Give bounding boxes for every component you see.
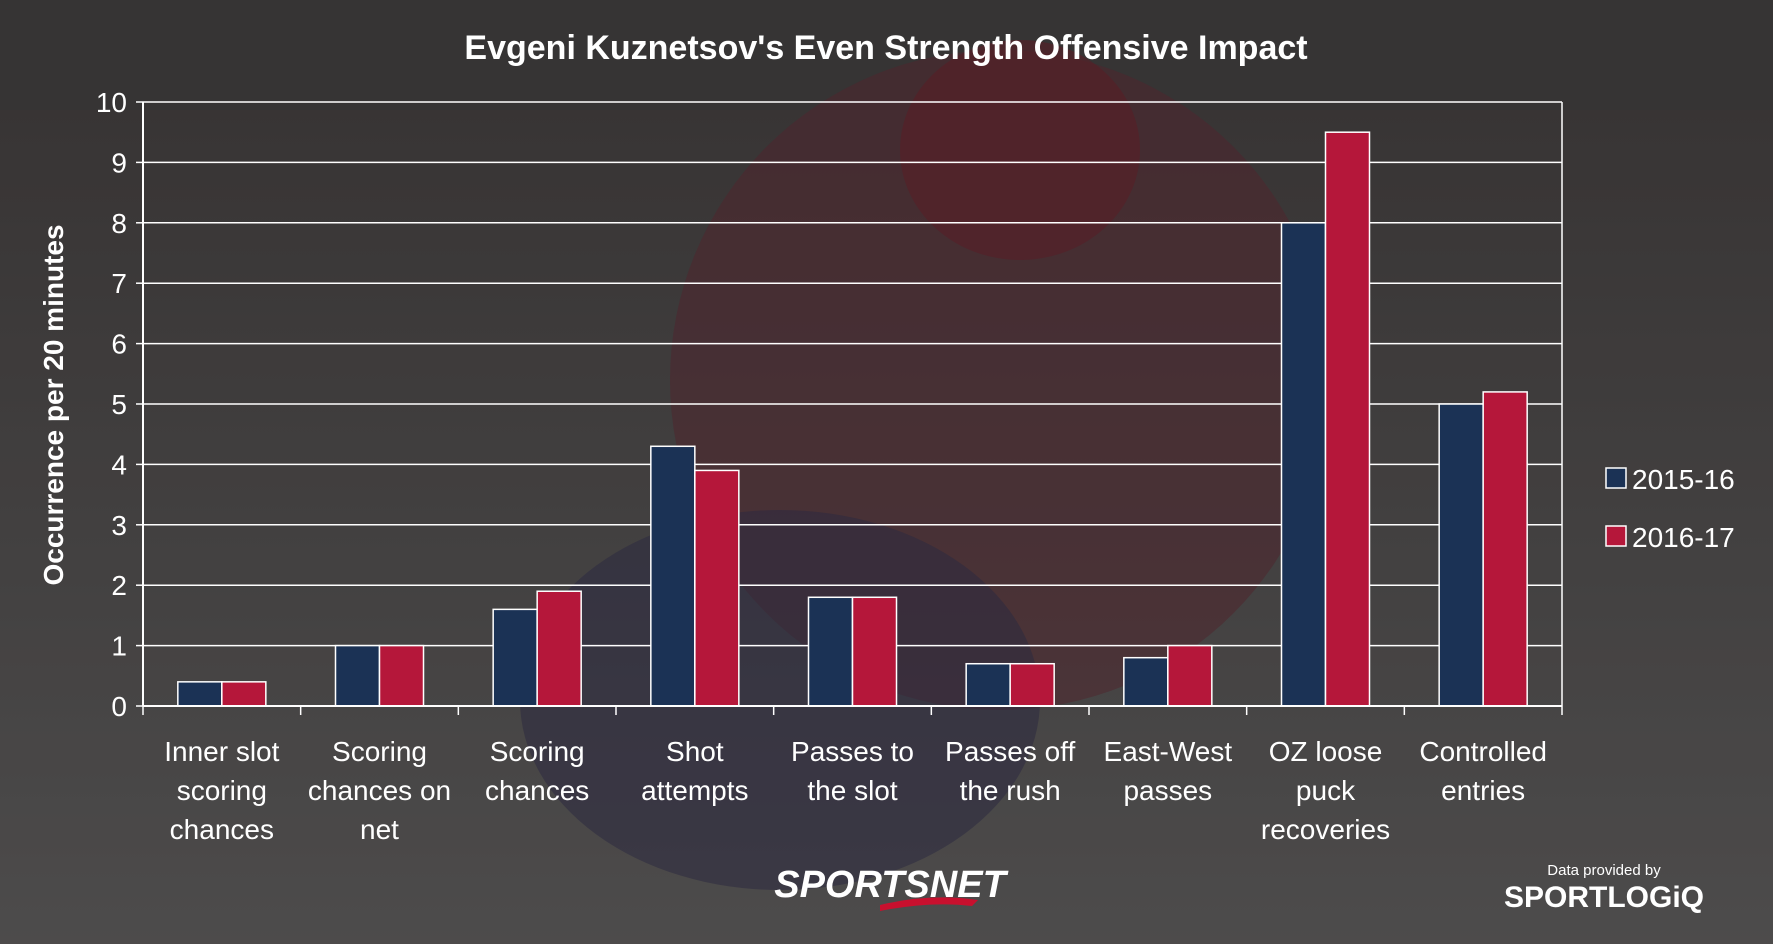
- x-tick-label: attempts: [641, 775, 748, 806]
- y-tick-label: 0: [111, 691, 127, 722]
- x-tick-label: OZ loose: [1269, 736, 1383, 767]
- bar-series0-cat7: [1280, 222, 1327, 707]
- bar-series1-cat0: [221, 681, 267, 707]
- y-tick-label: 8: [111, 208, 127, 239]
- x-tick-label: Passes off: [945, 736, 1075, 767]
- x-tick-label: chances on: [308, 775, 451, 806]
- y-tick-label: 2: [111, 570, 127, 601]
- x-axis: [142, 102, 1563, 715]
- x-tick-label: Inner slot: [164, 736, 279, 767]
- bar-series1-cat6: [1167, 644, 1213, 707]
- y-tick-label: 6: [111, 329, 127, 360]
- bar-series1-cat5: [1009, 662, 1055, 707]
- bar-series1-cat1: [378, 644, 425, 707]
- legend-label-0: 2015-16: [1632, 464, 1735, 495]
- sportsnet-logo: SPORTSNET: [774, 864, 1009, 911]
- y-tick-label: 5: [111, 389, 127, 420]
- bar-series1-cat4: [851, 596, 898, 707]
- y-tick-label: 10: [96, 87, 127, 118]
- credit-caption: Data provided by: [1547, 862, 1661, 879]
- bar-series0-cat3: [650, 445, 696, 707]
- x-tick-label: chances: [485, 775, 589, 806]
- y-tick-label: 3: [111, 510, 127, 541]
- legend-swatch-1: [1605, 525, 1627, 547]
- y-tick-label: 1: [111, 631, 127, 662]
- x-tick-label: entries: [1441, 775, 1525, 806]
- y-axis-label: Occurrence per 20 minutes: [38, 224, 69, 585]
- sportsnet-logo-swoosh: [880, 897, 978, 911]
- x-tick-label: scoring: [177, 775, 267, 806]
- bar-series0-cat8: [1438, 403, 1484, 707]
- x-tick-label: Scoring: [332, 736, 427, 767]
- y-axis-ticks: 0 1 2 3 4 5 6 7 8 9 10: [96, 87, 143, 722]
- bar-series0-cat1: [334, 644, 381, 707]
- x-tick-label: the slot: [807, 775, 897, 806]
- y-tick-label: 7: [111, 268, 127, 299]
- bar-series1-cat2: [536, 590, 582, 707]
- x-tick-label: passes: [1123, 775, 1212, 806]
- y-tick-label: 4: [111, 449, 127, 480]
- x-tick-label: recoveries: [1261, 814, 1390, 845]
- x-tick-label: chances: [170, 814, 274, 845]
- x-axis-labels: Inner slot scoring chances Scoring chances o…: [164, 736, 1547, 845]
- bar-series0-cat6: [1123, 656, 1169, 707]
- bar-series0-cat4: [807, 596, 854, 707]
- chart-title: Evgeni Kuznetsov's Even Strength Offensi…: [464, 29, 1307, 67]
- bar-series1-cat3: [694, 469, 740, 707]
- x-tick-label: Controlled: [1419, 736, 1547, 767]
- x-tick-label: East-West: [1104, 736, 1233, 767]
- legend: 2015-16 2016-17: [1605, 464, 1735, 553]
- x-tick-label: puck: [1296, 775, 1356, 806]
- sportlogiq-logo: SPORTLOGiQ: [1504, 881, 1704, 914]
- x-tick-label: Passes to: [791, 736, 914, 767]
- x-tick-label: the rush: [960, 775, 1061, 806]
- legend-swatch-0: [1605, 467, 1627, 489]
- x-tick-label: net: [360, 814, 399, 845]
- bar-series1-cat7: [1324, 131, 1371, 707]
- x-tick-label: Shot: [666, 736, 724, 767]
- bar-series0-cat2: [492, 608, 538, 707]
- bar-series0-cat5: [965, 662, 1011, 707]
- x-tick-label: Scoring: [490, 736, 585, 767]
- bar-series0-cat0: [177, 681, 223, 707]
- legend-label-1: 2016-17: [1632, 522, 1735, 553]
- bar-series1-cat8: [1482, 391, 1528, 707]
- bars: [177, 131, 1528, 707]
- y-tick-label: 9: [111, 147, 127, 178]
